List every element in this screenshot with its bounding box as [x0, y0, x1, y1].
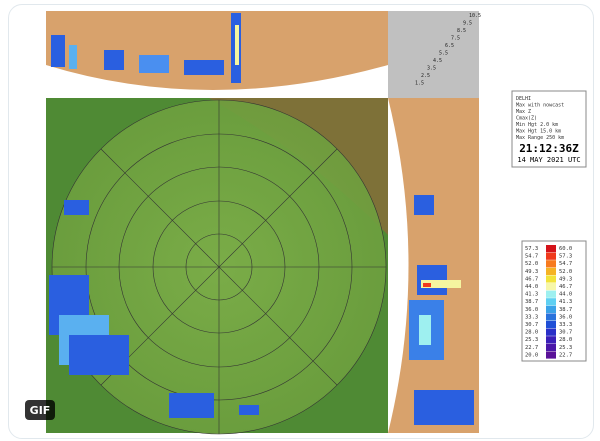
terrain [209, 98, 388, 235]
gif-label: GIF [30, 404, 51, 417]
info-box [511, 90, 587, 168]
legend-left-label: 46.7 [525, 276, 538, 282]
altitude-label: 10.5 [469, 13, 481, 19]
legend-right-label: 36.0 [559, 314, 572, 320]
legend-right-label: 46.7 [559, 284, 572, 290]
legend-swatch [546, 321, 556, 329]
info-line: Max Range 250 km [516, 135, 564, 141]
legend-left-label: 33.3 [525, 314, 538, 320]
info-line: Min Hgt 2.0 km [516, 122, 558, 128]
legend-swatch [546, 298, 556, 306]
legend-swatch [546, 267, 556, 275]
top-echoes [51, 13, 241, 83]
legend-left-label: 52.0 [525, 261, 538, 267]
legend-left-label: 22.7 [525, 345, 538, 351]
altitude-label: 8.5 [457, 28, 466, 34]
legend-swatch [546, 336, 556, 344]
legend-swatch [546, 283, 556, 291]
altitude-label: 6.5 [445, 43, 454, 49]
legend-swatch [546, 290, 556, 298]
date: 14 MAY 2021 UTC [517, 156, 580, 164]
legend-swatch [546, 313, 556, 321]
info-line: Max Hgt 15.0 km [516, 129, 561, 135]
legend-right-label: 30.7 [559, 330, 572, 336]
legend-left-label: 49.3 [525, 269, 538, 275]
side-section-mask [388, 98, 409, 433]
legend-right-label: 49.3 [559, 276, 572, 282]
altitude-panel [388, 11, 479, 98]
altitude-label: 4.5 [433, 58, 442, 64]
gif-badge [25, 400, 55, 420]
legend-swatch [546, 260, 556, 268]
top-section-mask [46, 65, 388, 98]
legend-swatch [546, 328, 556, 336]
tweet-media: 10.5 9.5 8.5 7.5 6.5 5.5 4.5 3.5 2.5 1.5 DELHI Max… [8, 4, 594, 439]
altitude-label: 9.5 [463, 21, 472, 27]
altitude-label: 2.5 [421, 73, 430, 79]
legend-right-label: 44.0 [559, 292, 572, 298]
legend-left-label: 25.3 [525, 337, 538, 343]
altitude-label: 7.5 [451, 36, 460, 42]
legend-swatch [546, 343, 556, 351]
time: 21:12:36Z [519, 142, 579, 155]
legend-right-label: 38.7 [559, 307, 572, 313]
legend-left-label: 30.7 [525, 322, 538, 328]
info-line: Max Z [516, 109, 531, 115]
legend-left-label: 20.0 [525, 352, 538, 358]
legend-right-label: 22.7 [559, 352, 572, 358]
legend-swatch [546, 305, 556, 313]
side-echoes [409, 195, 474, 425]
altitude-label: 3.5 [427, 66, 436, 72]
legend-swatch [546, 351, 556, 359]
range-rings [51, 99, 387, 435]
info-line: Cmax(Z) [516, 116, 537, 122]
legend-right-label: 52.0 [559, 269, 572, 275]
legend-right-label: 25.3 [559, 345, 572, 351]
legend-right-label: 41.3 [559, 299, 572, 305]
legend-right-label: 33.3 [559, 322, 572, 328]
legend-right-label: 57.3 [559, 254, 572, 260]
legend-swatch [546, 275, 556, 283]
legend-right-label: 60.0 [559, 246, 572, 252]
radar-image: 10.59.58.57.56.55.54.53.52.51.5 DELHIMax… [25, 11, 587, 435]
legend-left-label: 41.3 [525, 292, 538, 298]
legend-left-label: 44.0 [525, 284, 538, 290]
info-line: DELHI [516, 96, 531, 102]
altitude-label: 5.5 [439, 51, 448, 57]
map-echoes [49, 200, 259, 418]
legend-swatch [546, 245, 556, 253]
info-line: Max with nowcast [516, 103, 564, 109]
legend-right-label: 28.0 [559, 337, 572, 343]
legend-left-label: 54.7 [525, 254, 538, 260]
legend-left-label: 28.0 [525, 330, 538, 336]
legend-right-label: 54.7 [559, 261, 572, 267]
legend-left-label: 57.3 [525, 246, 538, 252]
legend-left-label: 38.7 [525, 299, 538, 305]
altitude-label: 1.5 [415, 81, 424, 87]
legend-swatch [546, 252, 556, 260]
legend-left-label: 36.0 [525, 307, 538, 313]
